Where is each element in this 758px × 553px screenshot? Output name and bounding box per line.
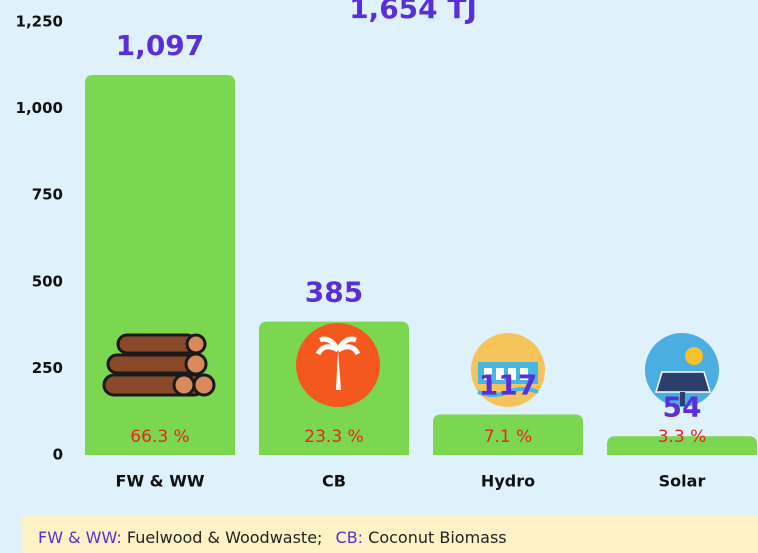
share-label: 23.3 % [304,427,363,447]
value-label: 1,097 [116,29,205,62]
bar [85,74,235,455]
footnote-text: Coconut Biomass [368,528,506,547]
share-label: 66.3 % [130,427,189,447]
x-tick-label: CB [322,472,346,491]
footnote-text: Fuelwood & Woodwaste; [127,528,323,547]
x-tick-label: FW & WW [116,472,205,491]
footnote-abbr: CB: [336,528,364,547]
bar [607,436,757,455]
chart-title: 1,654 TJ [349,0,477,25]
value-label: 54 [663,390,702,423]
footnote-box [22,515,758,553]
share-label: 3.3 % [658,427,707,447]
y-tick-label: 750 [32,186,63,204]
icons [102,323,719,407]
y-tick-label: 1,000 [16,99,63,117]
palm-icon [296,323,380,407]
y-tick-label: 1,250 [16,13,63,31]
logs-icon [102,333,216,397]
bar [433,414,583,455]
y-tick-label: 0 [53,446,63,464]
value-label: 385 [305,276,363,309]
x-tick-label: Solar [659,472,706,491]
share-label: 7.1 % [484,427,533,447]
value-label: 117 [479,368,537,401]
hydro-icon [471,333,545,407]
y-tick-label: 250 [32,359,63,377]
footnote: FW & WW: Fuelwood & Woodwaste; CB: Cocon… [38,528,507,547]
y-tick-label: 500 [32,272,63,290]
footnote-abbr: FW & WW: [38,528,122,547]
solar-icon [645,333,719,407]
x-tick-label: Hydro [481,472,535,491]
